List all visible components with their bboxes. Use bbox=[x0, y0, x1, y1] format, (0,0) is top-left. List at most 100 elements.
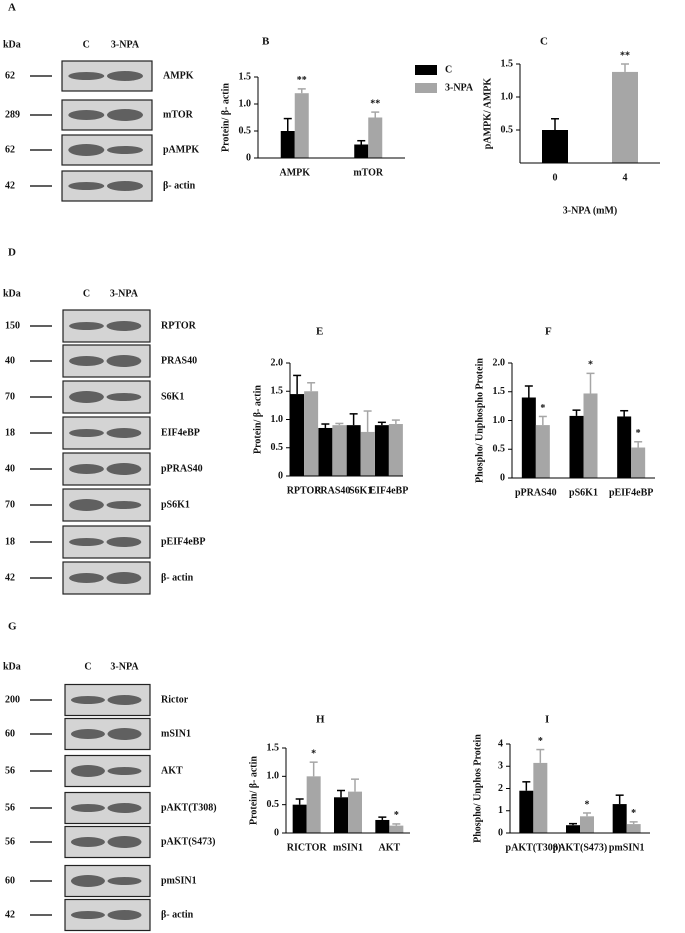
error-bar bbox=[629, 821, 638, 825]
y-tick-label: 0.5 bbox=[501, 124, 514, 135]
column-label: 3-NPA bbox=[110, 288, 139, 299]
error-bar bbox=[309, 761, 318, 777]
bar bbox=[354, 144, 369, 158]
error-bar bbox=[295, 798, 304, 805]
significance-mark: ** bbox=[620, 50, 630, 61]
blot-band bbox=[69, 391, 104, 403]
bar bbox=[542, 130, 568, 163]
bar bbox=[280, 131, 295, 158]
panel-letter: C bbox=[540, 36, 548, 48]
protein-label: β- actin bbox=[163, 180, 196, 191]
blot-band bbox=[107, 695, 142, 705]
column-label: 3-NPA bbox=[111, 39, 140, 50]
panel-letter: A bbox=[8, 2, 16, 14]
blot-band bbox=[70, 765, 105, 777]
protein-label: mSIN1 bbox=[161, 728, 191, 739]
error-bar bbox=[357, 139, 366, 145]
y-axis-label: Phospho/ Unphospho Protein bbox=[474, 358, 485, 483]
error-bar bbox=[363, 410, 372, 432]
legend-label: C bbox=[445, 64, 452, 75]
y-tick-label: 0 bbox=[246, 152, 251, 163]
blot-band bbox=[107, 767, 142, 775]
blot-band bbox=[106, 463, 142, 475]
y-tick-label: 1.0 bbox=[239, 98, 252, 109]
error-bar bbox=[583, 812, 591, 817]
blot-band bbox=[106, 321, 142, 331]
protein-label: β- actin bbox=[161, 572, 194, 583]
error-bar bbox=[620, 409, 629, 417]
y-tick-label: 0.5 bbox=[239, 125, 252, 136]
panel-letter: D bbox=[8, 247, 16, 259]
y-tick-label: 1.5 bbox=[239, 71, 252, 82]
molecular-weight: 42 bbox=[5, 180, 15, 191]
error-bar bbox=[522, 781, 531, 791]
y-axis-label: Protein/ β- actin bbox=[248, 756, 259, 825]
y-tick-label: 3 bbox=[498, 761, 503, 772]
bar bbox=[318, 427, 333, 476]
error-bar bbox=[392, 823, 401, 826]
error-bar bbox=[297, 88, 306, 94]
y-tick-label: 0.5 bbox=[493, 444, 506, 455]
bar bbox=[294, 93, 309, 158]
blot-band bbox=[107, 910, 142, 920]
error-bar bbox=[321, 423, 330, 428]
bar bbox=[360, 431, 375, 476]
column-label: C bbox=[84, 661, 91, 672]
molecular-weight: 200 bbox=[5, 694, 20, 705]
y-tick-label: 1.0 bbox=[501, 91, 514, 102]
bar bbox=[290, 394, 305, 476]
blot-band bbox=[69, 499, 104, 511]
blot-band bbox=[107, 877, 142, 885]
x-tick-label: mSIN1 bbox=[333, 842, 363, 853]
protein-label: RPTOR bbox=[161, 320, 197, 331]
error-bar bbox=[351, 778, 359, 792]
significance-mark: * bbox=[585, 799, 590, 810]
y-tick-label: 2 bbox=[498, 783, 503, 794]
error-bar bbox=[337, 789, 345, 798]
x-tick-label: RICTOR bbox=[287, 842, 328, 853]
y-tick-label: 1.5 bbox=[493, 386, 506, 397]
molecular-weight: 18 bbox=[5, 536, 15, 547]
protein-label: pAMPK bbox=[163, 144, 199, 155]
panel-letter: B bbox=[262, 36, 270, 48]
error-bar bbox=[349, 413, 358, 426]
x-axis-label: 3-NPA (mM) bbox=[563, 205, 618, 216]
y-axis-label: Phospho/ Unphos Protein bbox=[472, 734, 483, 843]
bar bbox=[612, 71, 638, 163]
bar bbox=[388, 424, 403, 476]
blot-band bbox=[107, 146, 143, 154]
panel-letter: G bbox=[8, 621, 17, 633]
x-tick-label: pmSIN1 bbox=[609, 842, 645, 853]
blot-band bbox=[106, 355, 142, 367]
blot-band bbox=[107, 181, 143, 191]
blot-band bbox=[70, 804, 105, 812]
significance-mark: * bbox=[588, 360, 593, 371]
y-tick-label: 4 bbox=[498, 738, 503, 749]
x-tick-label: AMPK bbox=[279, 167, 310, 178]
blot-band bbox=[68, 144, 105, 156]
blot-band bbox=[69, 322, 104, 330]
blot-band bbox=[70, 837, 105, 847]
molecular-weight: 60 bbox=[5, 875, 15, 886]
blot-band bbox=[69, 356, 104, 366]
error-bar bbox=[551, 118, 559, 130]
protein-label: S6K1 bbox=[161, 391, 184, 402]
protein-label: pEIF4eBP bbox=[161, 536, 205, 547]
y-tick-label: 1.5 bbox=[267, 742, 280, 753]
legend-label: 3-NPA bbox=[445, 82, 474, 93]
panel-letter: F bbox=[545, 326, 552, 338]
molecular-weight: 56 bbox=[5, 836, 15, 847]
x-tick-label: pAKT(S473) bbox=[553, 842, 607, 853]
bar bbox=[519, 790, 534, 833]
bar bbox=[389, 825, 404, 833]
protein-label: pAKT(T308) bbox=[161, 802, 217, 813]
y-tick-label: 1.0 bbox=[271, 414, 284, 425]
blot-band bbox=[106, 501, 142, 509]
y-tick-label: 2.0 bbox=[493, 357, 506, 368]
error-bar bbox=[378, 816, 387, 820]
blot-band bbox=[70, 875, 105, 887]
significance-mark: ** bbox=[370, 98, 380, 109]
significance-mark: * bbox=[636, 428, 641, 439]
x-tick-label: mTOR bbox=[353, 167, 384, 178]
